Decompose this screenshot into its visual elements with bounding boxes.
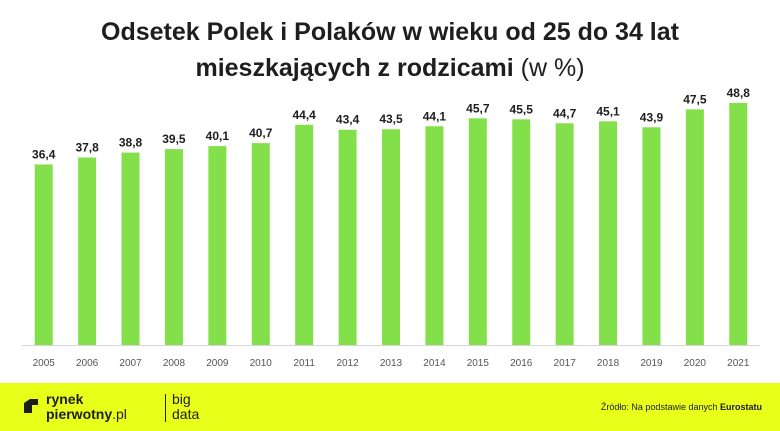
x-tick-label-2019: 2019	[640, 358, 663, 369]
x-tick-label-2013: 2013	[380, 358, 403, 369]
x-tick-label-2017: 2017	[554, 358, 577, 369]
value-label-2012: 43,4	[336, 113, 360, 127]
logo-text: rynek pierwotny.pl	[46, 392, 127, 422]
x-tick-label-2005: 2005	[33, 358, 56, 369]
value-label-2020: 47,5	[683, 92, 707, 106]
bar-2020	[685, 109, 704, 346]
bar-2008	[164, 149, 183, 345]
x-tick-label-2015: 2015	[467, 358, 490, 369]
x-tick-label-2012: 2012	[336, 358, 359, 369]
chart-title-line2-text: mieszkających z rodzicami	[195, 54, 514, 82]
value-label-2005: 36,4	[32, 147, 56, 161]
value-label-2021: 48,8	[727, 86, 751, 100]
source-prefix: Źródło: Na podstawie danych	[600, 402, 720, 412]
footer-bar: rynek pierwotny.pl big data Źródło: Na p…	[0, 383, 780, 431]
logo-sub-line2: data	[172, 406, 200, 422]
value-label-2009: 40,1	[206, 129, 230, 143]
logo-sub-line1: big	[172, 391, 191, 407]
x-tick-label-2020: 2020	[684, 358, 707, 369]
x-tick-label-2009: 2009	[206, 358, 229, 369]
bar-2007	[121, 152, 140, 345]
x-tick-label-2018: 2018	[597, 358, 620, 369]
logo-divider	[165, 394, 166, 422]
value-label-2007: 38,8	[119, 136, 143, 150]
chart-title-line1: Odsetek Polek i Polaków w wieku od 25 do…	[101, 18, 679, 46]
bar-2021	[729, 102, 748, 346]
value-label-2015: 45,7	[466, 101, 490, 115]
bar-2019	[642, 127, 661, 345]
bar-chart: 36,4 2005 37,8 2006 38,8 2007 39,5 2008 40,1 2009…	[22, 86, 760, 369]
value-label-2019: 43,9	[640, 110, 664, 124]
source-name: Eurostatu	[719, 402, 762, 412]
x-tick-label-2016: 2016	[510, 358, 533, 369]
value-label-2006: 37,8	[75, 141, 99, 155]
bar-2015	[468, 118, 487, 345]
bar-2018	[599, 121, 618, 345]
bar-2009	[208, 146, 227, 345]
bar-2013	[382, 129, 400, 345]
x-tick-label-2021: 2021	[727, 358, 750, 369]
x-tick-label-2008: 2008	[163, 358, 186, 369]
value-label-2014: 44,1	[423, 109, 447, 123]
logo-mark-icon	[24, 399, 38, 413]
chart-title-line2: mieszkających z rodzicami (w %)	[0, 50, 780, 86]
chart-title: Odsetek Polek i Polaków w wieku od 25 do…	[0, 14, 780, 86]
logo-line1: rynek	[46, 391, 84, 407]
bar-2006	[78, 157, 97, 345]
bar-2012	[338, 129, 357, 345]
bar-2011	[295, 124, 314, 345]
bar-2017	[555, 123, 574, 346]
x-tick-label-2007: 2007	[119, 358, 142, 369]
logo-suffix: .pl	[112, 406, 127, 422]
value-label-2008: 39,5	[162, 132, 186, 146]
source-note: Źródło: Na podstawie danych Eurostatu	[601, 402, 762, 412]
x-tick-label-2010: 2010	[250, 358, 273, 369]
logo-line2: pierwotny	[46, 406, 113, 422]
bar-2010	[251, 143, 270, 345]
chart-title-unit: (w %)	[520, 54, 585, 82]
value-label-2010: 40,7	[249, 126, 273, 140]
bar-2014	[425, 126, 444, 345]
x-tick-label-2006: 2006	[76, 358, 99, 369]
value-label-2017: 44,7	[553, 106, 577, 120]
value-label-2018: 45,1	[596, 104, 620, 118]
logo-sub: big data	[172, 392, 199, 422]
x-tick-label-2014: 2014	[423, 358, 446, 369]
bar-2016	[512, 119, 531, 345]
x-tick-label-2011: 2011	[293, 358, 315, 369]
value-label-2011: 44,4	[292, 108, 316, 122]
value-label-2016: 45,5	[510, 102, 534, 116]
bar-2005	[34, 164, 53, 345]
value-label-2013: 43,5	[379, 112, 403, 126]
